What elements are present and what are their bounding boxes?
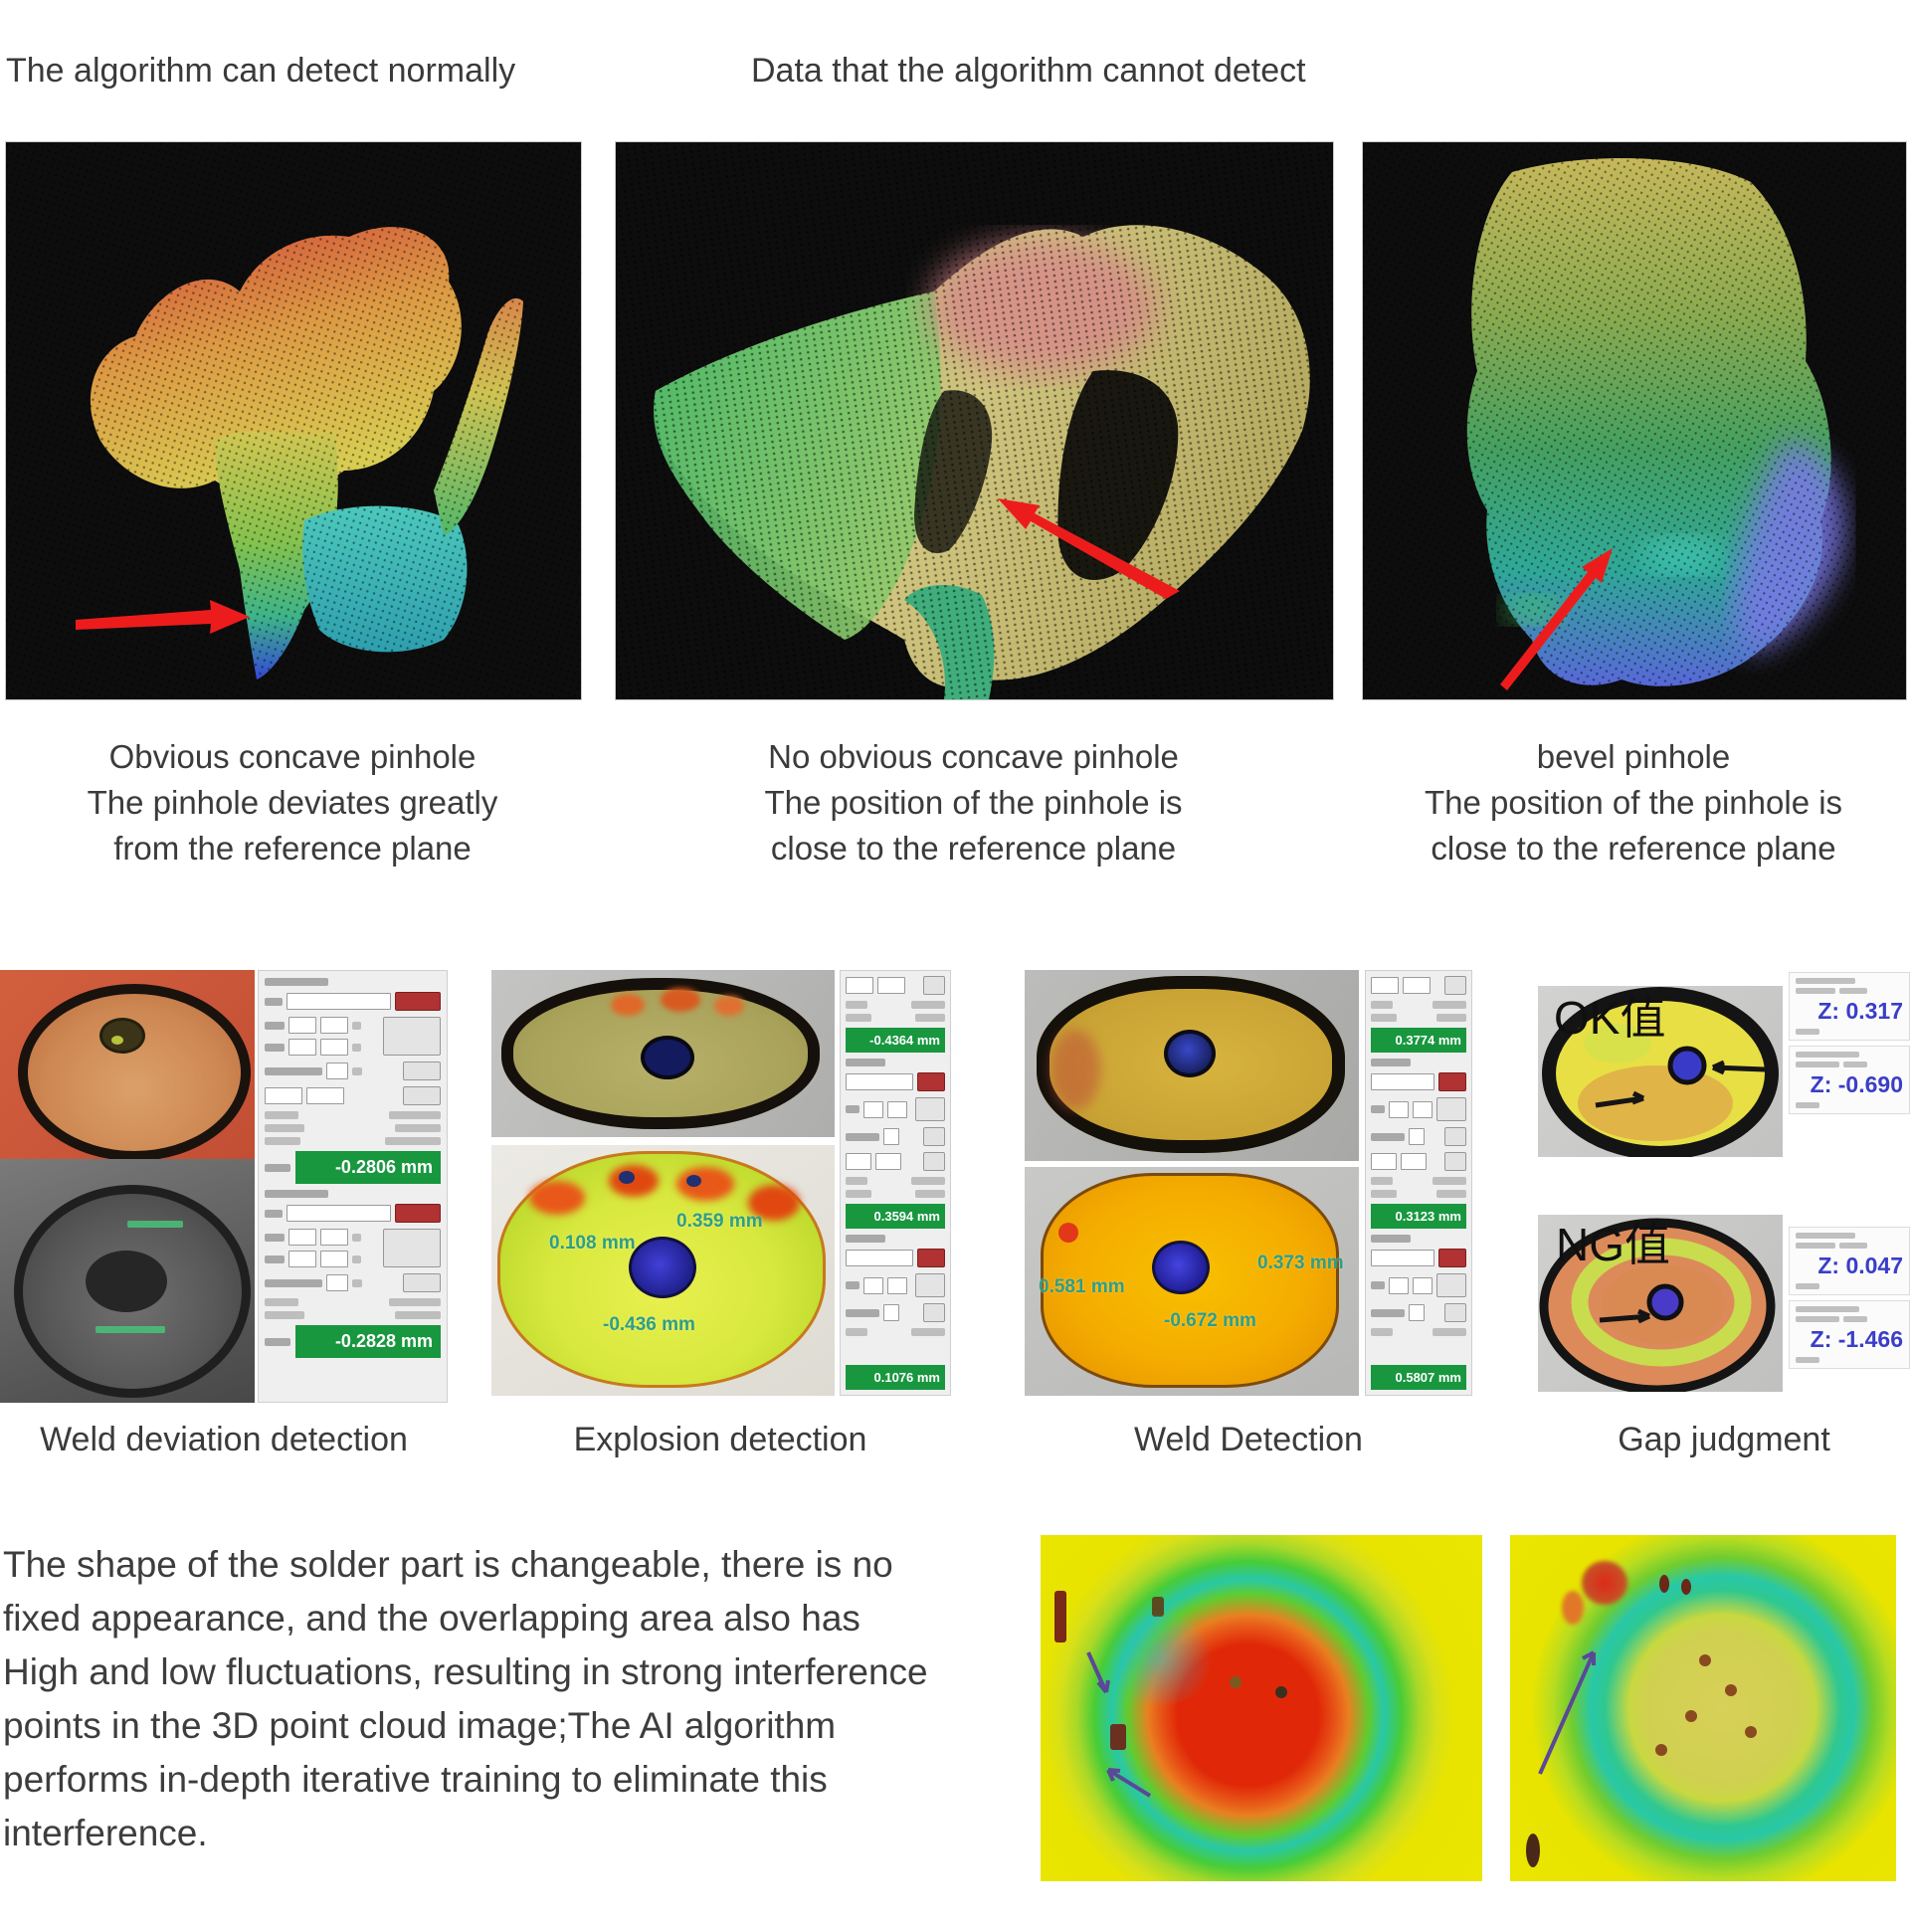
z-value: Z: 0.047 <box>1817 1253 1903 1278</box>
z-cards-ok: Z: 0.317 Z: -0.690 <box>1789 972 1910 1114</box>
caption-line: close to the reference plane <box>1431 830 1836 867</box>
screenshot-red-button <box>917 1072 945 1091</box>
caption-figure-3: bevel pinhole The position of the pinhol… <box>1362 734 1905 871</box>
screenshot-gray-button <box>383 1229 441 1267</box>
screenshot-gray-button <box>403 1086 441 1105</box>
ring-heatmap-yellow-center <box>1510 1535 1896 1881</box>
panel-explosion-detection: 0.108 mm 0.359 mm -0.436 mm -0.4364 mm 0… <box>489 970 951 1403</box>
result-value: 0.3123 mm <box>1371 1204 1466 1229</box>
result-bar: 0.3594 mm <box>846 1204 945 1229</box>
z-value: Z: -0.690 <box>1810 1071 1903 1097</box>
weld-photo-grayscale <box>0 1159 255 1403</box>
result-value: -0.2828 mm <box>295 1325 441 1358</box>
result-value: 0.3774 mm <box>1371 1028 1466 1053</box>
screenshot-red-button <box>395 1204 441 1223</box>
screenshot-red-button <box>917 1249 945 1267</box>
paragraph-line: interference. <box>3 1813 208 1853</box>
heatmap-annotation: 0.581 mm <box>1039 1276 1125 1297</box>
gap-photo-ng: NG值 <box>1538 1215 1783 1392</box>
heatmap-annotation: -0.672 mm <box>1164 1310 1256 1331</box>
z-value: Z: -1.466 <box>1810 1326 1903 1352</box>
purple-arrows-icon <box>1086 1651 1152 1798</box>
z-value: Z: 0.317 <box>1817 998 1903 1024</box>
screenshot-red-button <box>395 992 441 1011</box>
paragraph-line: fixed appearance, and the overlapping ar… <box>3 1598 860 1639</box>
panel-gap-judgment: OK值 Z: 0.317 Z: -0.690 <box>1538 970 1910 1403</box>
paragraph-line: The shape of the solder part is changeab… <box>3 1544 893 1585</box>
panel-weld-detection: 0.581 mm 0.373 mm -0.672 mm 0.3774 mm 0.… <box>1025 970 1472 1403</box>
pointcloud-image-bevel-pinhole <box>1362 141 1907 700</box>
result-value: -0.4364 mm <box>846 1028 945 1053</box>
ok-label: OK值 <box>1554 992 1666 1044</box>
measurement-control-panel: -0.4364 mm 0.3594 mm 0.1076 mm <box>840 970 951 1396</box>
gap-photo-ok: OK值 <box>1538 986 1783 1157</box>
panel-weld-deviation: -0.2806 mm -0.2828 mm <box>0 970 448 1403</box>
pointcloud-image-no-obvious-pinhole <box>615 141 1334 700</box>
result-bar: 0.1076 mm <box>846 1365 945 1390</box>
weld-photo-gold <box>1025 970 1359 1161</box>
bottom-paragraph: The shape of the solder part is changeab… <box>3 1538 1033 1860</box>
result-bar: 0.5807 mm <box>1371 1365 1466 1390</box>
caption-line: bevel pinhole <box>1536 738 1731 775</box>
caption-line: Obvious concave pinhole <box>108 738 477 775</box>
screenshot-gray-button <box>383 1017 441 1056</box>
paragraph-line: performs in-depth iterative training to … <box>3 1759 828 1800</box>
caption-gap-judgment: Gap judgment <box>1618 1421 1830 1458</box>
heading-cannot-detect: Data that the algorithm cannot detect <box>751 52 1306 90</box>
screenshot-red-button <box>1438 1072 1466 1091</box>
paragraph-line: points in the 3D point cloud image;The A… <box>3 1705 837 1746</box>
green-annotation-mark <box>127 1221 183 1228</box>
heading-detect-normally: The algorithm can detect normally <box>6 52 516 90</box>
green-annotation-mark <box>96 1326 165 1333</box>
caption-line: The pinhole deviates greatly <box>87 784 498 821</box>
heatmap-annotation: 0.359 mm <box>676 1211 763 1232</box>
result-bar: -0.4364 mm <box>846 1028 945 1053</box>
screenshot-red-button <box>1438 1249 1466 1267</box>
heatmap-annotation: 0.108 mm <box>549 1233 636 1254</box>
weld-photo-olive <box>491 970 835 1137</box>
result-bar: -0.2828 mm <box>265 1325 441 1358</box>
caption-figure-1: Obvious concave pinhole The pinhole devi… <box>5 734 580 871</box>
caption-figure-2: No obvious concave pinhole The position … <box>615 734 1332 871</box>
measurement-control-panel: -0.2806 mm -0.2828 mm <box>258 970 448 1403</box>
caption-line: No obvious concave pinhole <box>768 738 1179 775</box>
result-value: 0.1076 mm <box>846 1365 945 1390</box>
caption-line: The position of the pinhole is <box>1424 784 1843 821</box>
result-bar: 0.3774 mm <box>1371 1028 1466 1053</box>
caption-explosion: Explosion detection <box>573 1421 867 1458</box>
z-cards-ng: Z: 0.047 Z: -1.466 <box>1789 1227 1910 1369</box>
heatmap-annotation: -0.436 mm <box>603 1314 695 1335</box>
red-arrow-icon <box>76 600 250 634</box>
screenshot-gray-button <box>403 1062 441 1080</box>
measurement-control-panel: 0.3774 mm 0.3123 mm 0.5807 mm <box>1365 970 1472 1396</box>
caption-line: The position of the pinhole is <box>764 784 1183 821</box>
screenshot-gray-button <box>403 1273 441 1292</box>
heatmap-weld: 0.581 mm 0.373 mm -0.672 mm <box>1025 1167 1359 1396</box>
ng-label: NG值 <box>1556 1219 1670 1270</box>
caption-line: close to the reference plane <box>770 830 1177 867</box>
weld-photo-color <box>0 970 255 1159</box>
heatmap-explosion: 0.108 mm 0.359 mm -0.436 mm <box>491 1145 835 1396</box>
pointcloud-image-obvious-pinhole <box>5 141 582 700</box>
purple-arrow-icon <box>1538 1650 1596 1775</box>
heatmap-annotation: 0.373 mm <box>1257 1253 1344 1273</box>
result-bar: 0.3123 mm <box>1371 1204 1466 1229</box>
result-value: -0.2806 mm <box>295 1151 441 1184</box>
red-arrow-icon <box>998 498 1180 599</box>
result-value: 0.5807 mm <box>1371 1365 1466 1390</box>
result-value: 0.3594 mm <box>846 1204 945 1229</box>
paragraph-line: High and low fluctuations, resulting in … <box>3 1651 928 1692</box>
caption-weld-deviation: Weld deviation detection <box>40 1421 408 1458</box>
result-bar: -0.2806 mm <box>265 1151 441 1184</box>
ring-heatmap-red-center <box>1041 1535 1482 1881</box>
red-arrow-icon <box>1500 548 1613 690</box>
caption-line: from the reference plane <box>113 830 472 867</box>
caption-weld-detection: Weld Detection <box>1134 1421 1363 1458</box>
